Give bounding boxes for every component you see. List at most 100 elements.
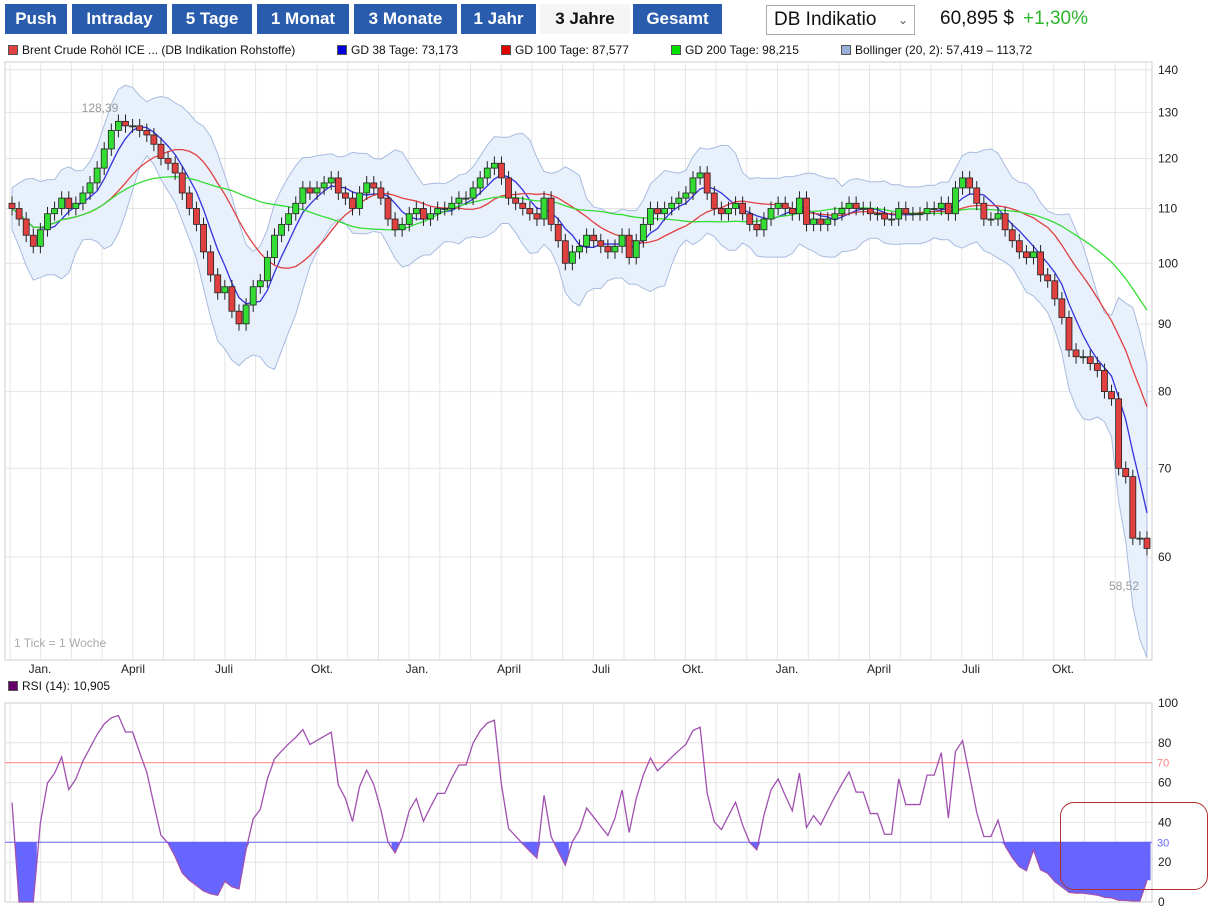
candle xyxy=(796,197,803,215)
candle xyxy=(611,245,619,253)
candle xyxy=(1030,251,1037,258)
candle xyxy=(271,234,278,258)
legend-swatch xyxy=(841,45,851,55)
period-button[interactable]: 5 Tage xyxy=(172,4,252,34)
candle xyxy=(1115,398,1123,469)
source-select[interactable]: DB Indikatio ⌄ xyxy=(766,5,915,35)
candle xyxy=(753,223,761,231)
candle xyxy=(349,197,356,209)
y-tick-label: 90 xyxy=(1158,317,1172,331)
candle xyxy=(320,182,328,189)
candle xyxy=(79,192,87,204)
period-button[interactable]: Gesamt xyxy=(633,4,722,34)
candle xyxy=(65,197,73,209)
candle xyxy=(434,208,442,215)
candle xyxy=(1001,213,1009,231)
period-button[interactable]: 3 Jahre xyxy=(540,4,630,34)
candle xyxy=(15,208,23,220)
candle xyxy=(909,213,917,216)
period-button[interactable]: 3 Monate xyxy=(354,4,457,34)
candle xyxy=(781,202,789,209)
legend-swatch xyxy=(671,45,681,55)
x-tick-label: Okt. xyxy=(682,662,704,676)
legend-label: Brent Crude Rohöl ICE ... (DB Indikation… xyxy=(22,43,296,57)
legend-label: GD 100 Tage: 87,577 xyxy=(515,43,629,57)
candle xyxy=(895,208,903,220)
candle xyxy=(157,143,165,159)
period-button[interactable]: 1 Monat xyxy=(257,4,349,34)
y-tick-label: 70 xyxy=(1158,461,1172,475)
candle xyxy=(72,202,80,209)
candle xyxy=(845,202,853,209)
candle xyxy=(973,187,981,204)
candle xyxy=(1129,476,1137,539)
candle xyxy=(193,208,200,225)
candle xyxy=(817,218,825,225)
candle xyxy=(547,197,555,225)
candle xyxy=(1044,274,1052,282)
candle xyxy=(852,202,860,209)
candle xyxy=(519,202,527,209)
candle xyxy=(391,218,399,231)
candle xyxy=(696,172,704,179)
candle xyxy=(987,218,995,221)
candle xyxy=(207,251,215,276)
tick-note: 1 Tick = 1 Woche xyxy=(14,636,106,650)
period-button[interactable]: 1 Jahr xyxy=(461,4,536,34)
candle xyxy=(51,208,58,215)
x-tick-label: Jan. xyxy=(776,662,799,676)
candle xyxy=(200,223,207,253)
candle xyxy=(1086,356,1094,364)
candle xyxy=(937,202,945,209)
candle xyxy=(689,177,697,194)
candle xyxy=(498,162,505,179)
period-button[interactable]: Intraday xyxy=(72,4,167,34)
period-button[interactable]: Push xyxy=(5,4,67,34)
candle xyxy=(583,234,590,247)
candle xyxy=(703,172,711,194)
candle xyxy=(632,240,640,258)
candle xyxy=(1008,229,1016,242)
candle xyxy=(888,218,896,221)
candle xyxy=(654,208,661,215)
candle xyxy=(625,234,633,258)
candle xyxy=(1093,363,1101,371)
candle xyxy=(448,202,456,209)
candle xyxy=(292,202,300,215)
rsi-legend-label: RSI (14): 10,905 xyxy=(22,679,111,693)
candle xyxy=(668,202,676,209)
candle xyxy=(874,213,881,216)
candle xyxy=(44,213,51,231)
candle xyxy=(412,208,420,215)
candle xyxy=(107,129,115,150)
y-tick-label: 100 xyxy=(1158,256,1178,270)
candle xyxy=(398,223,406,231)
candle xyxy=(242,304,250,325)
rsi-legend: RSI (14): 10,905 xyxy=(8,679,110,693)
x-tick-label: Jan. xyxy=(406,662,429,676)
candle xyxy=(902,208,910,215)
candle xyxy=(767,208,775,220)
candle xyxy=(1051,280,1059,300)
candle xyxy=(228,286,236,312)
candle xyxy=(285,213,293,225)
candle xyxy=(476,177,484,189)
candle xyxy=(725,208,732,215)
x-tick-label: Juli xyxy=(962,662,980,676)
candle xyxy=(420,208,427,220)
source-select-value: DB Indikatio xyxy=(774,9,877,30)
candle xyxy=(8,202,16,209)
x-tick-label: April xyxy=(497,662,521,676)
candle xyxy=(1101,370,1108,392)
x-tick-label: Okt. xyxy=(311,662,333,676)
candle xyxy=(221,286,229,294)
candle xyxy=(710,192,718,209)
y-tick-label: 110 xyxy=(1158,201,1177,215)
rsi-oversold-label: 30 xyxy=(1157,837,1169,849)
candle xyxy=(682,192,690,199)
candle xyxy=(370,182,378,189)
candle xyxy=(576,245,583,253)
candle xyxy=(866,208,874,215)
candle xyxy=(831,213,839,220)
legend-swatch xyxy=(337,45,347,55)
